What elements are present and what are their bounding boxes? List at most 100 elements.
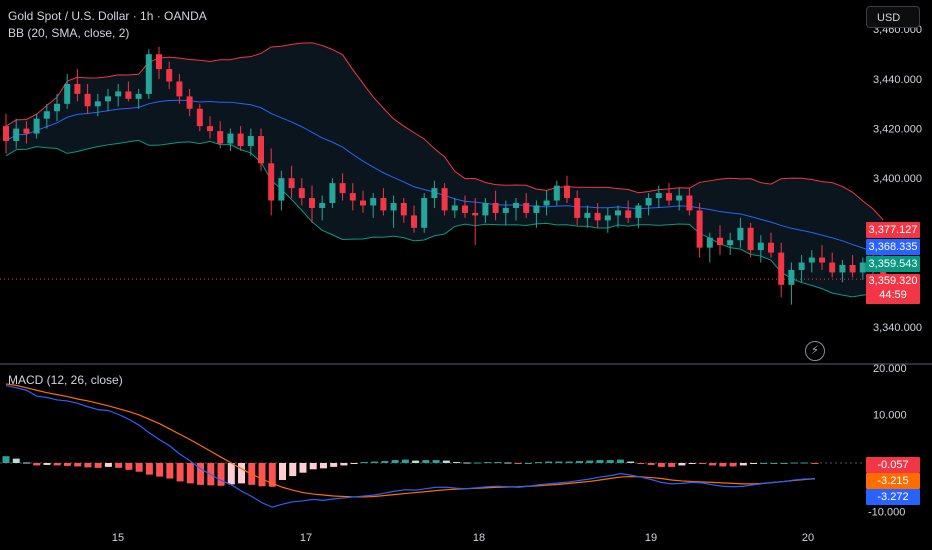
candle-body — [400, 203, 407, 216]
histogram-bar — [371, 461, 379, 463]
candle-body — [666, 193, 672, 201]
histogram-bar — [299, 463, 307, 473]
histogram-bar — [412, 460, 420, 463]
candle — [64, 74, 71, 109]
signal-line — [5, 383, 816, 498]
candle-body — [727, 240, 734, 246]
macd-tick-label: 10.000 — [873, 410, 907, 422]
histogram-bar — [811, 463, 819, 464]
candle-body — [54, 103, 60, 112]
candle — [360, 190, 366, 213]
currency-button[interactable]: USD — [866, 6, 920, 28]
candle — [400, 198, 407, 223]
histogram-bar — [135, 463, 143, 472]
candle — [849, 255, 856, 278]
candle — [788, 262, 795, 305]
bollinger-band-fill — [6, 42, 884, 297]
candle — [819, 245, 825, 270]
macd-lines — [5, 383, 816, 508]
candle-body — [186, 96, 193, 109]
price-tick-label: 3,340.000 — [873, 322, 922, 334]
candle-body — [380, 198, 387, 211]
candle-body — [13, 128, 20, 141]
time-tick-label: 18 — [473, 532, 485, 544]
bar-countdown: 44:59 — [879, 289, 907, 301]
candle-body — [227, 133, 234, 144]
candle-body — [207, 126, 213, 132]
candle-body — [84, 93, 91, 107]
bb-basis-tag: 3,368.335 — [866, 239, 920, 255]
lightning-icon[interactable]: ⚡︎ — [805, 341, 825, 361]
candle-body — [115, 91, 122, 97]
candle — [54, 93, 60, 122]
candle-body — [625, 210, 632, 218]
histogram-bar — [770, 463, 778, 464]
candle-body — [258, 136, 264, 164]
candle-body — [584, 212, 591, 218]
candle-body — [696, 210, 703, 248]
time-axis[interactable]: 15 17 18 19 20 — [112, 532, 814, 544]
candle-body — [390, 203, 397, 211]
candle — [676, 188, 683, 211]
candle — [227, 128, 234, 151]
histogram-bar — [156, 463, 164, 477]
candle — [666, 183, 672, 206]
macd-line-tag: -3.272 — [866, 489, 920, 505]
histogram-bar — [494, 462, 502, 464]
candle — [3, 113, 9, 154]
histogram-bar — [145, 463, 153, 475]
histogram-bar — [442, 460, 450, 463]
price-tick-label: 3,420.000 — [873, 124, 922, 136]
macd-indicator-label[interactable]: MACD (12, 26, close) — [8, 373, 123, 387]
histogram-bar — [2, 456, 10, 463]
candle-body — [747, 227, 754, 251]
candle-body — [360, 200, 366, 206]
histogram-bar — [647, 463, 655, 465]
candle-body — [849, 265, 856, 273]
candle-body — [502, 207, 509, 213]
candle-body — [370, 198, 377, 206]
candle-body — [778, 252, 785, 285]
candle — [258, 128, 264, 171]
candle — [492, 190, 499, 221]
candle-body — [808, 257, 815, 263]
candle-body — [217, 131, 224, 144]
histogram-bar — [657, 463, 665, 467]
histogram-bar — [586, 460, 594, 463]
histogram-bar — [575, 461, 583, 463]
candle-body — [441, 188, 448, 211]
candle-body — [553, 185, 560, 201]
candle-body — [74, 83, 81, 94]
candle-body — [635, 205, 642, 218]
histogram-bar — [453, 462, 461, 464]
candle — [829, 252, 836, 278]
candle — [349, 183, 356, 211]
histogram-bar — [227, 463, 235, 485]
histogram-bar — [555, 461, 563, 463]
candle-body — [339, 183, 346, 194]
time-tick-label: 17 — [300, 532, 312, 544]
candle — [421, 193, 428, 233]
candle-body — [768, 242, 774, 253]
candle-body — [513, 203, 519, 208]
candle — [411, 205, 417, 233]
candle — [431, 180, 438, 208]
histogram-bar — [668, 463, 676, 467]
candle — [237, 126, 244, 151]
candle — [594, 203, 601, 228]
candle — [156, 46, 162, 79]
macd-axis[interactable]: 20.000 10.000 -10.000 — [868, 363, 907, 519]
candle-body — [33, 118, 40, 134]
histogram-bar — [432, 460, 440, 463]
candle — [482, 198, 489, 223]
candle-body — [859, 262, 866, 273]
candle-body — [604, 215, 611, 221]
macd-histogram-tag: -0.057 — [866, 457, 920, 473]
candle-body — [431, 188, 438, 199]
candle — [533, 200, 540, 228]
candle — [176, 74, 183, 104]
histogram-bar — [176, 463, 184, 482]
bb-indicator-label[interactable]: BB (20, SMA, close, 2) — [8, 26, 130, 40]
symbol-title[interactable]: Gold Spot / U.S. Dollar · 1h · OANDA — [8, 9, 207, 23]
